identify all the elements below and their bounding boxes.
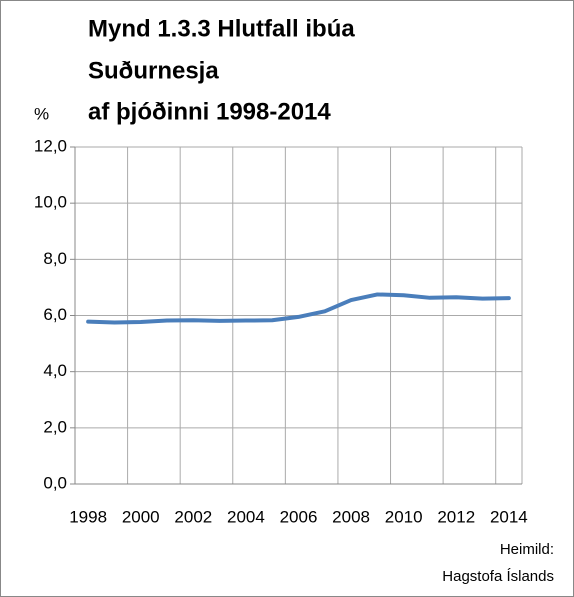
x-tick-label: 2014	[490, 507, 528, 526]
x-tick-label: 2012	[437, 507, 475, 526]
y-tick-label: 8,0	[43, 249, 67, 268]
y-axis-label: %	[34, 104, 49, 123]
source: Hagstofa Íslands	[442, 568, 554, 585]
x-tick-label: 2000	[122, 507, 160, 526]
x-tick-label: 2010	[385, 507, 423, 526]
y-tick-label: 6,0	[43, 305, 67, 324]
data-line	[86, 292, 511, 325]
chart-title: Mynd 1.3.3 Hlutfall ibúa	[88, 15, 355, 42]
chart-title: Suðurnesja	[88, 57, 219, 84]
x-tick-label: 2002	[174, 507, 212, 526]
y-tick-label: 4,0	[43, 361, 67, 380]
x-tick-label: 2006	[280, 507, 318, 526]
y-tick-label: 12,0	[34, 136, 67, 155]
x-tick-label: 2008	[332, 507, 370, 526]
x-tick-label: 2004	[227, 507, 265, 526]
y-tick-label: 10,0	[34, 193, 67, 212]
y-tick-label: 2,0	[43, 417, 67, 436]
x-tick-label: 1998	[69, 507, 107, 526]
chart-title: af þjóðinni 1998-2014	[88, 98, 331, 125]
y-tick-label: 0,0	[43, 473, 67, 492]
source: Heimild:	[500, 541, 554, 558]
